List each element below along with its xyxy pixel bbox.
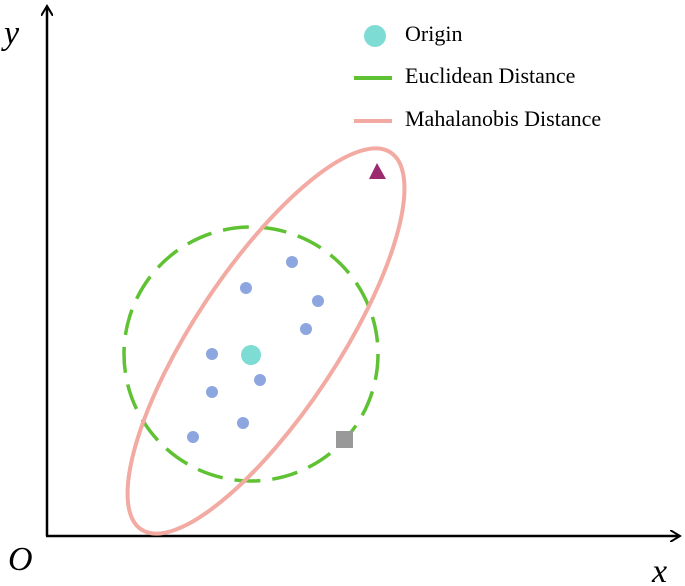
legend-label: Euclidean Distance [405, 63, 575, 88]
origin-label: O [8, 541, 33, 578]
sample-point [254, 374, 266, 386]
legend-label: Origin [405, 21, 462, 46]
y-axis-label: y [1, 15, 20, 52]
triangle-point [369, 163, 386, 179]
sample-point [240, 282, 252, 294]
sample-point [300, 323, 312, 335]
origin-point [241, 345, 261, 365]
legend-label: Mahalanobis Distance [405, 106, 601, 131]
sample-point [312, 295, 324, 307]
legend-origin-marker [364, 25, 386, 47]
x-axis-label: x [651, 553, 667, 586]
euclidean-circle [122, 225, 380, 483]
sample-point [187, 431, 199, 443]
samples [187, 256, 324, 443]
sample-point [206, 348, 218, 360]
sample-point [286, 256, 298, 268]
sample-point [206, 386, 218, 398]
mahalanobis-ellipse [125, 146, 407, 536]
square-point [336, 431, 353, 448]
sample-point [237, 417, 249, 429]
